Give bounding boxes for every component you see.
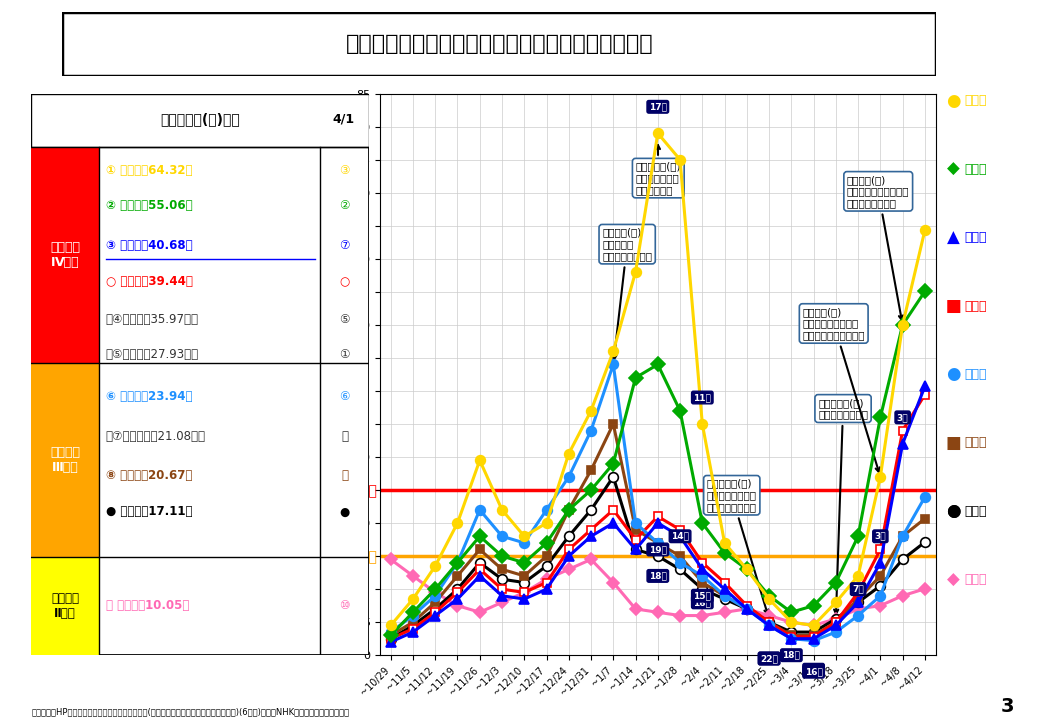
Text: 16位: 16位	[805, 665, 823, 674]
Text: ■: ■	[945, 297, 962, 315]
Bar	[31, 94, 369, 147]
Text: ⑲ 千葉県：10.05人: ⑲ 千葉県：10.05人	[106, 599, 189, 612]
Text: ⑦: ⑦	[339, 239, 349, 252]
Text: （⑤宮城県：27.93人）: （⑤宮城県：27.93人）	[106, 348, 199, 361]
Text: 奈良市: 奈良市	[964, 300, 987, 312]
Text: 15位: 15位	[694, 591, 711, 600]
Text: （④兵庫県：35.97人）: （④兵庫県：35.97人）	[106, 313, 199, 326]
FancyBboxPatch shape	[31, 94, 369, 655]
Text: 3位: 3位	[896, 413, 908, 422]
Text: ▲: ▲	[947, 229, 960, 246]
Text: ③ 奈良県：40.68人: ③ 奈良県：40.68人	[106, 239, 192, 252]
Text: ② 沖縄県：55.06人: ② 沖縄県：55.06人	[106, 199, 192, 212]
Text: ４月１日(木)
大阪・兵庫・宮城に
まん延防止適用を決定: ４月１日(木) 大阪・兵庫・宮城に まん延防止適用を決定	[803, 307, 880, 472]
Text: ステージ
Ⅳ相当: ステージ Ⅳ相当	[50, 241, 80, 269]
Text: ● 全　国：17.11人: ● 全 国：17.11人	[106, 505, 192, 518]
Text: ４月８日(木)
政府分科会、ステージ
判断の指標を変更: ４月８日(木) 政府分科会、ステージ 判断の指標を変更	[847, 175, 909, 320]
Text: （⑦和歌山県：21.08人）: （⑦和歌山県：21.08人）	[106, 430, 206, 443]
Text: ステージ
Ⅲ相当: ステージ Ⅲ相当	[50, 446, 80, 474]
Text: 14位: 14位	[671, 532, 690, 541]
Text: ３月２１日(日)
緊急事態宣言解除: ３月２１日(日) 緊急事態宣言解除	[818, 397, 868, 613]
Text: 千葉県: 千葉県	[964, 573, 987, 586]
Text: １月１３日(水)
緊急事態宣言の
対象地域拡大: １月１３日(水) 緊急事態宣言の 対象地域拡大	[635, 145, 681, 194]
Text: 25人: 25人	[349, 483, 378, 497]
Text: 16位: 16位	[805, 667, 823, 676]
Text: ⑥ 東京都：23.94人: ⑥ 東京都：23.94人	[106, 390, 192, 403]
Text: ステージ
Ⅱ相当: ステージ Ⅱ相当	[51, 592, 79, 620]
FancyBboxPatch shape	[62, 12, 936, 76]
Text: 大阪府: 大阪府	[964, 94, 987, 107]
Text: 18位: 18位	[649, 572, 667, 580]
Text: 3: 3	[1000, 698, 1014, 716]
Text: 11位: 11位	[694, 393, 711, 402]
Text: 厚生労働省HP「都道府県の医療提供体制等の状況(医療提供体制・監視体制・感染の状況)(6指標)」及びNHK特設サイトなどから引用: 厚生労働省HP「都道府県の医療提供体制等の状況(医療提供体制・監視体制・感染の状…	[31, 707, 349, 716]
Text: 直近１週間の人口１０万人当たりの陽性者数の推移: 直近１週間の人口１０万人当たりの陽性者数の推移	[345, 34, 653, 54]
Text: １月７日(木)
１都３県に
緊急事態宣言発出: １月７日(木) １都３県に 緊急事態宣言発出	[602, 228, 652, 359]
Text: ①: ①	[339, 348, 349, 361]
Text: ●: ●	[946, 366, 961, 383]
Text: 22位: 22位	[760, 654, 778, 663]
Text: ●: ●	[340, 505, 349, 518]
Text: 京都府: 京都府	[964, 436, 987, 449]
Text: 16位: 16位	[694, 598, 711, 607]
Text: ① 大阪府：64.32人: ① 大阪府：64.32人	[106, 164, 192, 177]
Text: ⑤: ⑤	[339, 313, 349, 326]
Text: ◆: ◆	[947, 570, 960, 589]
Text: ③: ③	[339, 164, 349, 177]
Text: 20位: 20位	[760, 654, 778, 663]
Text: ○ 奈良市：39.44人: ○ 奈良市：39.44人	[106, 275, 192, 288]
Text: ⑥: ⑥	[339, 390, 349, 403]
Text: 全　国: 全 国	[964, 505, 987, 518]
Text: ⑧ 京都府：20.67人: ⑧ 京都府：20.67人	[106, 469, 192, 482]
Text: 19位: 19位	[649, 545, 667, 554]
Text: 7位: 7位	[852, 585, 864, 593]
Text: 奈良県: 奈良県	[964, 231, 987, 244]
Text: ⑰: ⑰	[341, 430, 348, 443]
Text: ◆: ◆	[947, 161, 960, 179]
Text: 15人: 15人	[349, 549, 378, 563]
Text: ４月１２日(月)時点: ４月１２日(月)時点	[160, 112, 240, 126]
Text: ■: ■	[945, 433, 962, 452]
Text: 17位: 17位	[649, 102, 667, 112]
Text: ⑮: ⑮	[341, 469, 348, 482]
Text: 東京都: 東京都	[964, 368, 987, 381]
Text: 3位: 3位	[875, 532, 886, 541]
Text: 18位: 18位	[782, 651, 800, 660]
Text: 沖縄県: 沖縄県	[964, 163, 987, 176]
Bar	[31, 147, 99, 363]
Bar	[31, 363, 99, 557]
Text: ○: ○	[340, 275, 349, 288]
Text: ２月２８日(日)
大阪・兵庫・京都
等への宣言を解除: ２月２８日(日) 大阪・兵庫・京都 等への宣言を解除	[707, 479, 769, 614]
Text: ⑩: ⑩	[339, 599, 349, 612]
Text: □: □	[945, 297, 962, 315]
Text: ●: ●	[946, 503, 961, 520]
Text: ②: ②	[339, 199, 349, 212]
Bar	[31, 557, 99, 655]
Text: ○: ○	[946, 503, 961, 520]
Text: 4/1: 4/1	[333, 112, 355, 125]
Text: ●: ●	[946, 91, 961, 109]
